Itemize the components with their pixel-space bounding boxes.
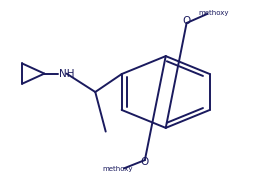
Text: NH: NH [59, 69, 74, 79]
Text: methoxy: methoxy [199, 10, 229, 16]
Text: O: O [182, 16, 191, 26]
Text: methoxy: methoxy [102, 166, 133, 172]
Text: O: O [141, 157, 149, 167]
